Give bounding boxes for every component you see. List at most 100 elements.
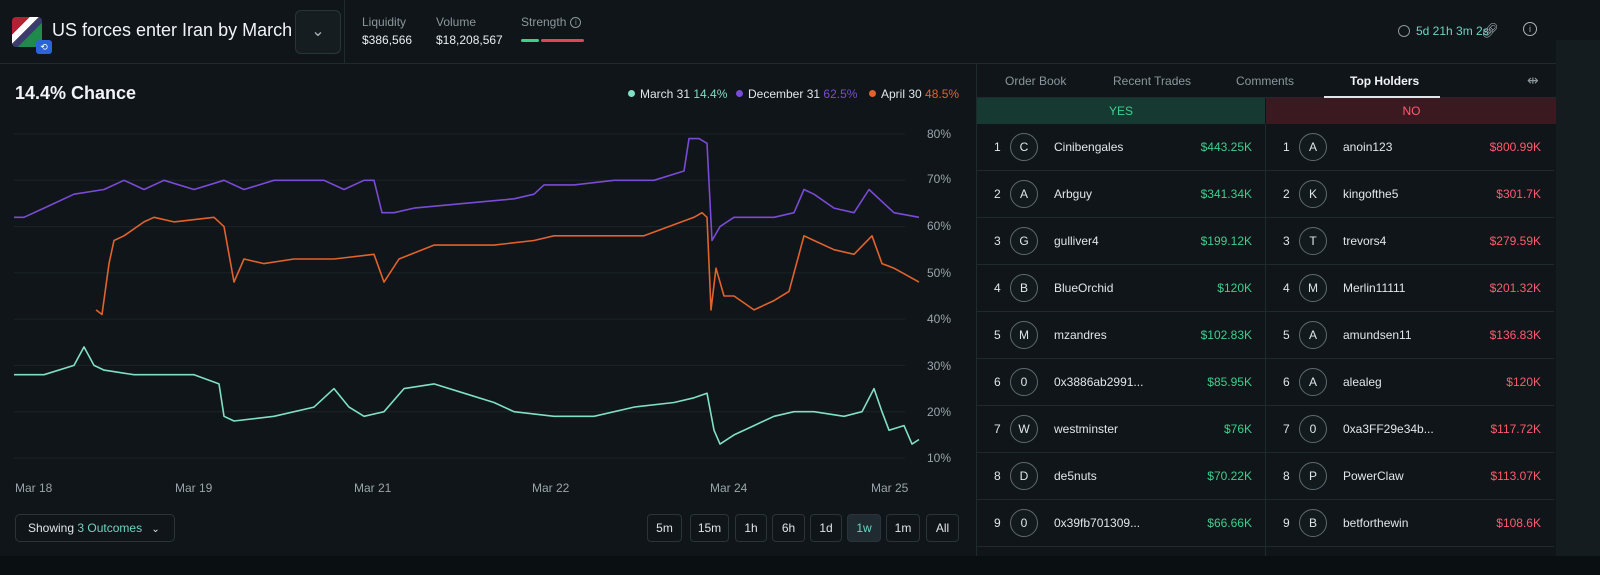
legend-march-31[interactable]: March 31 14.4%	[628, 87, 727, 101]
x-tick-label: Mar 18	[15, 481, 53, 495]
y-tick-label: 10%	[927, 451, 952, 465]
avatar: 0	[1010, 509, 1038, 537]
holder-rank: 1	[1283, 140, 1290, 154]
info-icon[interactable]: i	[1523, 22, 1537, 36]
volume-value: $18,208,567	[436, 33, 503, 47]
holder-row-no[interactable]: 4 M Merlin11111 $201.32K	[1266, 265, 1554, 312]
avatar: K	[1299, 180, 1327, 208]
chance-headline: 14.4% Chance	[15, 83, 137, 103]
holder-row-no[interactable]: 7 0 0xa3FF29e34b... $117.72K	[1266, 406, 1554, 453]
x-tick-label: Mar 19	[175, 481, 213, 495]
holder-rank: 8	[994, 469, 1001, 483]
holder-name[interactable]: kingofthe5	[1343, 187, 1399, 201]
holder-rank: 6	[1283, 375, 1290, 389]
legend-april-30[interactable]: April 30 48.5%	[869, 87, 959, 101]
holder-row-yes[interactable]: 6 0 0x3886ab2991... $85.95K	[977, 359, 1265, 406]
y-tick-label: 20%	[927, 405, 952, 419]
legend-dot	[736, 90, 743, 97]
holder-name[interactable]: 0x3886ab2991...	[1054, 375, 1144, 389]
holder-rank: 5	[994, 328, 1001, 342]
holder-amount: $120K	[1217, 281, 1252, 295]
holder-row-no[interactable]: 8 P PowerClaw $113.07K	[1266, 453, 1554, 500]
collapse-panel-icon[interactable]: ⇹	[1527, 72, 1539, 88]
holder-rank: 3	[994, 234, 1001, 248]
holder-amount: $199.12K	[1200, 234, 1252, 248]
holder-rank: 2	[994, 187, 1001, 201]
holder-name[interactable]: PowerClaw	[1343, 469, 1404, 483]
timeframe-1d-button[interactable]: 1d	[810, 514, 842, 542]
holder-amount: $279.59K	[1489, 234, 1541, 248]
timeframe-5m-button[interactable]: 5m	[647, 514, 682, 542]
holder-name[interactable]: BlueOrchid	[1054, 281, 1114, 295]
tab-recent-trades[interactable]: Recent Trades	[1113, 74, 1192, 88]
x-tick-label: Mar 22	[532, 481, 570, 495]
avatar: T	[1299, 227, 1327, 255]
holder-name[interactable]: alealeg	[1343, 375, 1382, 389]
avatar: A	[1299, 133, 1327, 161]
market-dropdown-button[interactable]: ⌄	[295, 10, 341, 54]
holder-name[interactable]: Cinibengales	[1054, 140, 1124, 154]
holder-row-yes[interactable]: 1 C Cinibengales $443.25K	[977, 124, 1265, 171]
tab-comments[interactable]: Comments	[1236, 74, 1295, 88]
holder-rank: 5	[1283, 328, 1290, 342]
holder-amount: $443.25K	[1200, 140, 1252, 154]
holder-row-yes[interactable]: 9 0 0x39fb701309... $66.66K	[977, 500, 1265, 547]
timeframe-1h-button[interactable]: 1h	[735, 514, 767, 542]
liquidity-label: Liquidity	[362, 15, 407, 29]
holder-name[interactable]: de5nuts	[1054, 469, 1097, 483]
series-line-march-31	[14, 346, 920, 445]
info-icon[interactable]: i	[570, 17, 582, 28]
timeframe-all-button[interactable]: All	[926, 514, 959, 542]
holder-name[interactable]: Merlin11111	[1343, 281, 1406, 295]
holder-row-yes[interactable]: 2 A Arbguy $341.34K	[977, 171, 1265, 218]
strength-bar-yes	[521, 39, 539, 42]
footer-bar	[0, 556, 1600, 575]
liquidity-value: $386,566	[362, 33, 413, 47]
holder-name[interactable]: betforthewin	[1343, 516, 1409, 530]
holder-name[interactable]: mzandres	[1054, 328, 1107, 342]
price-chart[interactable]	[0, 65, 975, 475]
link-icon[interactable]: 🔗︎	[1481, 22, 1499, 38]
holder-amount: $113.07K	[1490, 469, 1542, 483]
tab-top-holders[interactable]: Top Holders	[1350, 74, 1420, 88]
tab-order-book[interactable]: Order Book	[1005, 74, 1067, 88]
timeframe-15m-button[interactable]: 15m	[690, 514, 729, 542]
volume-label: Volume	[436, 15, 477, 29]
holder-name[interactable]: westminster	[1054, 422, 1119, 436]
chart-lines	[14, 137, 920, 445]
x-tick-label: Mar 25	[871, 481, 909, 495]
timeframe-6h-button[interactable]: 6h	[772, 514, 805, 542]
y-tick-label: 30%	[927, 359, 952, 373]
outcomes-select[interactable]: Showing 3 Outcomes ⌄	[15, 514, 175, 542]
holder-row-yes[interactable]: 4 B BlueOrchid $120K	[977, 265, 1265, 312]
holder-amount: $117.72K	[1490, 422, 1542, 436]
holder-rank: 1	[994, 140, 1001, 154]
timeframe-1w-button[interactable]: 1w	[847, 514, 881, 542]
y-tick-label: 60%	[927, 219, 952, 233]
chevron-down-icon: ⌄	[311, 23, 325, 40]
holder-name[interactable]: amundsen11	[1343, 328, 1412, 342]
holder-name[interactable]: 0x39fb701309...	[1054, 516, 1141, 530]
holder-name[interactable]: gulliver4	[1054, 234, 1099, 248]
series-line-april-30	[95, 211, 920, 316]
timeframe-1m-button[interactable]: 1m	[886, 514, 920, 542]
holder-name[interactable]: trevors4	[1343, 234, 1387, 248]
holder-name[interactable]: anoin123	[1343, 140, 1393, 154]
holder-name[interactable]: Arbguy	[1054, 187, 1093, 201]
legend-dot	[628, 90, 635, 97]
avatar: A	[1299, 368, 1327, 396]
avatar: C	[1010, 133, 1038, 161]
holder-name[interactable]: 0xa3FF29e34b...	[1343, 422, 1434, 436]
avatar: 0	[1010, 368, 1038, 396]
legend-december-31[interactable]: December 31 62.5%	[736, 87, 857, 101]
